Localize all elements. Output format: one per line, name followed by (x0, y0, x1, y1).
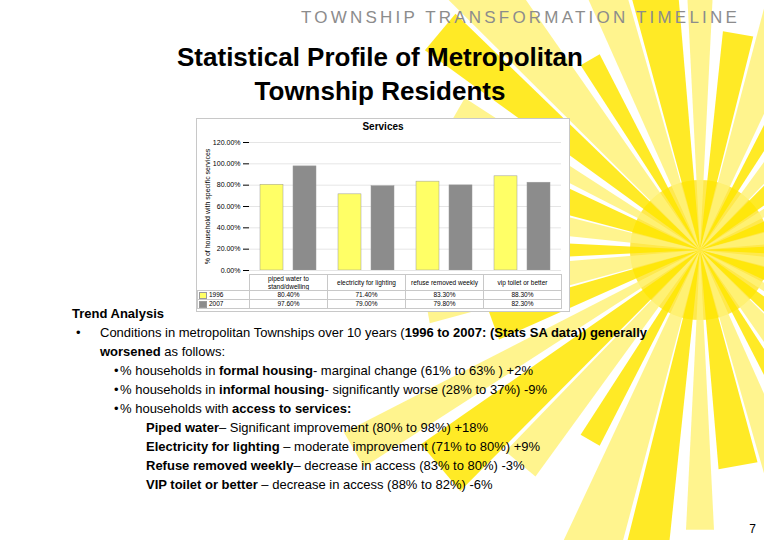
html-text:Refuse removed weekly – decrea: Refuse removed weekly – decrease in acce… (146, 458, 525, 473)
svg-text:60.00%: 60.00% (217, 203, 241, 210)
html-text:80.40%: 80.40% (277, 291, 300, 299)
html-text:88.30%: 88.30% (511, 291, 534, 299)
html-text:Piped water – Significant impr: Piped water – Significant improvement (8… (146, 420, 489, 435)
html-text:Statistical Profile of Metropo: Statistical Profile of Metropolitan Town… (177, 42, 583, 106)
html-text:1996: 1996 (209, 291, 224, 298)
html-text:piped water to stand/dwelling: piped water to stand/dwelling (267, 275, 310, 290)
html-text:refuse removed weekly: refuse removed weekly (411, 278, 478, 286)
html-text:2007: 2007 (209, 299, 224, 307)
html-text:% households in formal housing: % households in formal housing - margina… (120, 363, 533, 378)
html-text:79.00%: 79.00% (355, 299, 378, 307)
html-text:Trend Analysis: Trend Analysis (72, 306, 164, 321)
svg-text:100.00%: 100.00% (213, 160, 241, 167)
html-text:electricity for lighting: electricity for lighting (337, 278, 396, 286)
svg-text:40.00%: 40.00% (217, 224, 241, 231)
svg-text:80.00%: 80.00% (217, 181, 241, 188)
html-text:97.60%: 97.60% (277, 299, 300, 307)
svg-text:0.00%: 0.00% (221, 267, 241, 274)
html-text:7: 7 (749, 522, 756, 536)
html-text:TOWNSHIP TRANSFORMATION TIMELI: TOWNSHIP TRANSFORMATION TIMELINE (301, 8, 740, 27)
html-text:VIP toilet or better – decreas: VIP toilet or better – decrease in acces… (146, 477, 493, 492)
html-text:Conditions in metropolitan Tow: Conditions in metropolitan Townships ove… (100, 325, 647, 359)
html-text:79.80%: 79.80% (433, 299, 456, 307)
html-text:Services: Services (362, 121, 404, 132)
html-text:vip toilet or better: vip toilet or better (497, 278, 548, 286)
html-text:83.30%: 83.30% (433, 291, 456, 299)
html-text:% households in informal housi: % households in informal housing - signi… (120, 382, 547, 397)
svg-text:120.00%: 120.00% (213, 139, 241, 146)
svg-text:20.00%: 20.00% (217, 245, 241, 252)
html-text:Electricity for lighting – mod: Electricity for lighting – moderate impr… (146, 439, 541, 454)
html-text:71.40%: 71.40% (355, 291, 378, 299)
svg-text:% of household with specific s: % of household with specific services (204, 148, 212, 264)
html-text:82.30%: 82.30% (511, 299, 534, 307)
html-text:% households with access to se: % households with access to services: (120, 401, 352, 416)
